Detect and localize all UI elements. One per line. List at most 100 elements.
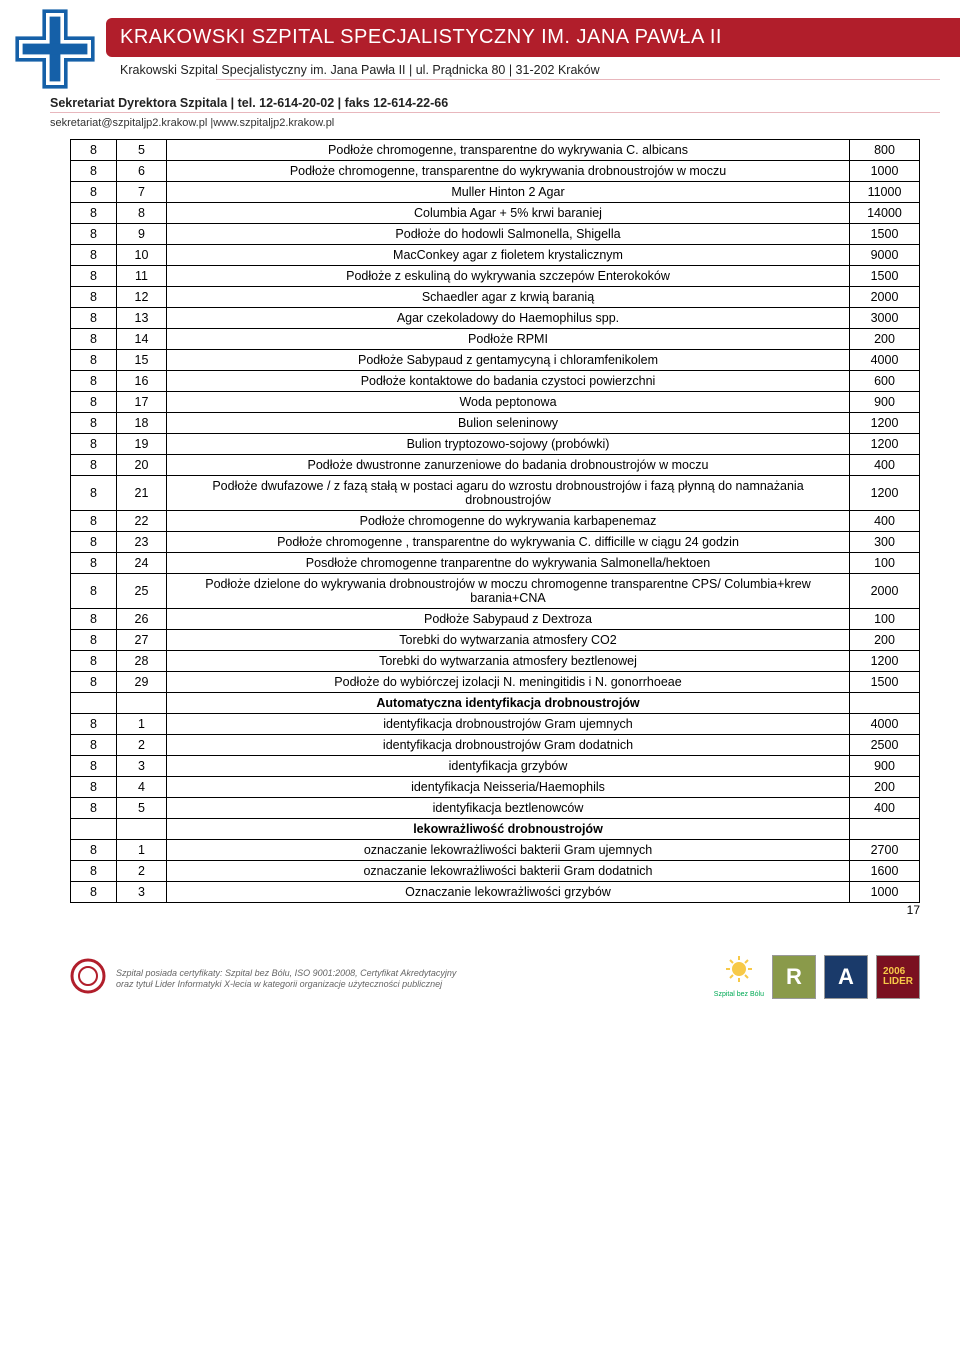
col-qty: 100: [850, 609, 920, 630]
col-desc: Muller Hinton 2 Agar: [167, 182, 850, 203]
table-row: 825Podłoże dzielone do wykrywania drobno…: [71, 574, 920, 609]
col-qty: 300: [850, 532, 920, 553]
section-header: lekowrażliwość drobnoustrojów: [167, 819, 850, 840]
col-desc: Torebki do wytwarzania atmosfery CO2: [167, 630, 850, 651]
col-qty: 900: [850, 392, 920, 413]
col-group: 8: [71, 553, 117, 574]
table-row: 82oznaczanie lekowrażliwości bakterii Gr…: [71, 861, 920, 882]
col-index: 7: [117, 182, 167, 203]
table-row: 87Muller Hinton 2 Agar11000: [71, 182, 920, 203]
col-group: [71, 693, 117, 714]
col-qty: 14000: [850, 203, 920, 224]
col-index: 2: [117, 861, 167, 882]
table-row: 812Schaedler agar z krwią baranią2000: [71, 287, 920, 308]
hospital-logo-icon: [10, 4, 100, 94]
col-group: 8: [71, 224, 117, 245]
col-index: 28: [117, 651, 167, 672]
col-index: 11: [117, 266, 167, 287]
col-index: 18: [117, 413, 167, 434]
col-group: 8: [71, 882, 117, 903]
col-qty: 3000: [850, 308, 920, 329]
col-index: 13: [117, 308, 167, 329]
table-row: 820Podłoże dwustronne zanurzeniowe do ba…: [71, 455, 920, 476]
col-qty: 2000: [850, 287, 920, 308]
col-desc: Oznaczanie lekowrażliwości grzybów: [167, 882, 850, 903]
col-group: 8: [71, 511, 117, 532]
sun-icon: [724, 956, 754, 986]
col-desc: identyfikacja grzybów: [167, 756, 850, 777]
table-row: 815Podłoże Sabураud z gentamycyną i chlo…: [71, 350, 920, 371]
table-row: 83identyfikacja grzybów900: [71, 756, 920, 777]
footer: Szpital posiada certyfikaty: Szpital bez…: [0, 925, 960, 1009]
table-row: 821Podłoże dwufazowe / z fazą stałą w po…: [71, 476, 920, 511]
col-desc: identyfikacja beztlenowców: [167, 798, 850, 819]
col-desc: Bulion seleninowy: [167, 413, 850, 434]
col-index: 4: [117, 777, 167, 798]
col-desc: Podłoże chromogenne do wykrywania karbap…: [167, 511, 850, 532]
col-index: 25: [117, 574, 167, 609]
table-row: 828Torebki do wytwarzania atmosfery bezt…: [71, 651, 920, 672]
col-desc: Podłoże kontaktowe do badania czystoci p…: [167, 371, 850, 392]
table-row: 817Woda peptonowa900: [71, 392, 920, 413]
col-index: 16: [117, 371, 167, 392]
col-group: 8: [71, 735, 117, 756]
col-index: 6: [117, 161, 167, 182]
col-qty: 9000: [850, 245, 920, 266]
col-desc: oznaczanie lekowrażliwości bakterii Gram…: [167, 861, 850, 882]
col-qty: 1200: [850, 476, 920, 511]
col-desc: Podłoże chromogenne, transparentne do wy…: [167, 140, 850, 161]
table-row: 83Oznaczanie lekowrażliwości grzybów1000: [71, 882, 920, 903]
col-desc: Columbia Agar + 5% krwi baraniej: [167, 203, 850, 224]
table-row: 813Agar czekoladowy do Haemophilus spp.3…: [71, 308, 920, 329]
col-desc: MacConkey agar z fioletem krystalicznym: [167, 245, 850, 266]
col-qty: 900: [850, 756, 920, 777]
table-row: 814Podłoże RPMI200: [71, 329, 920, 350]
table-row: 85Podłoże chromogenne, transparentne do …: [71, 140, 920, 161]
col-desc: Schaedler agar z krwią baranią: [167, 287, 850, 308]
table-row: 84identyfikacja Neisseria/Haemophils200: [71, 777, 920, 798]
col-group: 8: [71, 329, 117, 350]
col-index: 8: [117, 203, 167, 224]
cert-logo-icon: [70, 958, 106, 999]
col-group: 8: [71, 434, 117, 455]
col-group: 8: [71, 609, 117, 630]
table-row: 822Podłoże chromogenne do wykrywania kar…: [71, 511, 920, 532]
badge-r-icon: R: [772, 955, 816, 999]
table-row: 85identyfikacja beztlenowców400: [71, 798, 920, 819]
col-index: 3: [117, 756, 167, 777]
col-index: 3: [117, 882, 167, 903]
col-qty: 400: [850, 511, 920, 532]
col-qty: [850, 693, 920, 714]
col-desc: Podłoże chromogenne , transparentne do w…: [167, 532, 850, 553]
page-number: 17: [0, 903, 960, 925]
col-qty: 400: [850, 798, 920, 819]
col-qty: 2000: [850, 574, 920, 609]
col-group: 8: [71, 756, 117, 777]
col-qty: 1200: [850, 434, 920, 455]
secretariat-line: Sekretariat Dyrektora Szpitala | tel. 12…: [0, 94, 960, 112]
col-desc: identyfikacja Neisseria/Haemophils: [167, 777, 850, 798]
col-index: 21: [117, 476, 167, 511]
col-qty: 4000: [850, 714, 920, 735]
col-qty: 2700: [850, 840, 920, 861]
col-desc: Podłoże do wybiórczej izolacji N. mening…: [167, 672, 850, 693]
col-group: [71, 819, 117, 840]
col-index: 17: [117, 392, 167, 413]
col-qty: 1000: [850, 161, 920, 182]
col-group: 8: [71, 413, 117, 434]
col-index: 14: [117, 329, 167, 350]
col-group: 8: [71, 630, 117, 651]
col-qty: 200: [850, 630, 920, 651]
table-row: 819Bulion tryptozowo-sojowy (probówki)12…: [71, 434, 920, 455]
section-header: Automatyczna identyfikacja drobnoustrojó…: [167, 693, 850, 714]
col-group: 8: [71, 308, 117, 329]
table-row: 81identyfikacja drobnoustrojów Gram ujem…: [71, 714, 920, 735]
col-qty: 1600: [850, 861, 920, 882]
col-desc: Podłoże chromogenne, transparentne do wy…: [167, 161, 850, 182]
col-index: 5: [117, 140, 167, 161]
col-index: 5: [117, 798, 167, 819]
col-index: 20: [117, 455, 167, 476]
col-index: 26: [117, 609, 167, 630]
col-qty: 1500: [850, 672, 920, 693]
col-group: 8: [71, 714, 117, 735]
